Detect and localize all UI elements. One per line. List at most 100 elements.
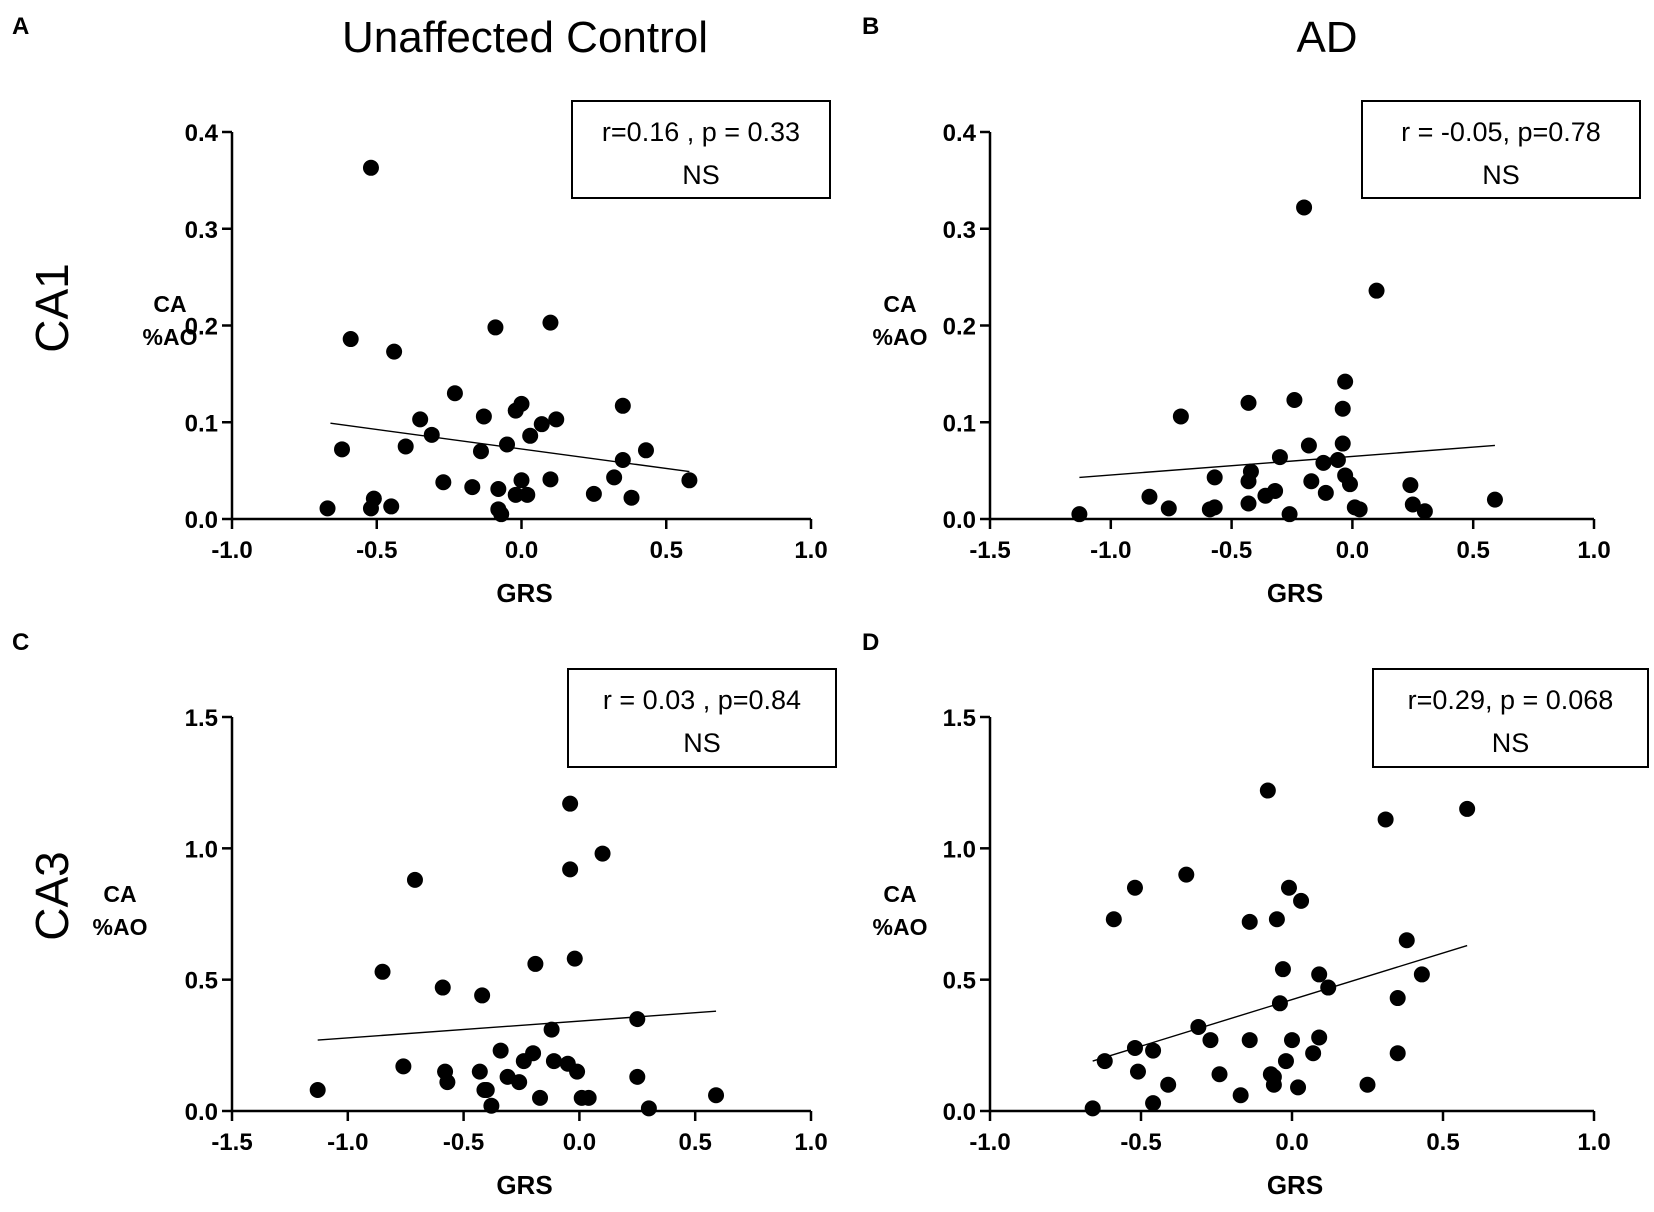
data-point (1206, 469, 1223, 486)
y-axis-label: CA (103, 881, 136, 907)
x-tick-label: -1.0 (327, 1129, 368, 1156)
data-point (519, 486, 536, 503)
data-point (562, 861, 579, 878)
data-point (1404, 496, 1421, 513)
data-point (629, 1011, 646, 1028)
data-point (1280, 879, 1297, 896)
data-point (542, 471, 559, 488)
x-tick-label: -1.5 (969, 537, 1010, 564)
stats-correlation: r=0.16 , p = 0.33 (602, 117, 800, 147)
data-point (1398, 932, 1415, 949)
data-point (1202, 1032, 1219, 1049)
data-point (1145, 1095, 1162, 1112)
x-tick-label: 0.0 (1275, 1129, 1308, 1156)
data-point (614, 451, 631, 468)
data-point (548, 411, 565, 428)
data-point (1172, 408, 1189, 425)
x-tick-label: -0.5 (443, 1129, 484, 1156)
data-point (1341, 476, 1358, 493)
data-point (1413, 966, 1430, 983)
data-point (513, 472, 530, 489)
y-tick-label: 1.0 (185, 836, 218, 863)
data-point (543, 1021, 560, 1038)
data-point (464, 479, 481, 496)
row-title-ca1: CA1 (26, 263, 78, 352)
regression-line (1079, 444, 1495, 479)
panel-letter-c: C (12, 629, 29, 656)
data-point (334, 441, 351, 458)
panel-b-ca1-ad: B -1.5 -1.0 -0.5 0.0 0.5 1.0 0.0 0.1 0.2 0.3 0.4 GR… (862, 13, 1641, 608)
data-point (637, 442, 654, 459)
x-tick-label: -1.0 (969, 1129, 1010, 1156)
stats-box (1361, 100, 1641, 199)
data-point (1126, 1039, 1143, 1056)
data-point (640, 1100, 657, 1117)
data-point (681, 472, 698, 489)
data-point (545, 1053, 562, 1070)
data-point (507, 486, 524, 503)
y-axis-label: CA (883, 291, 916, 317)
data-point (499, 436, 516, 453)
data-point (439, 1074, 456, 1091)
data-point (1286, 391, 1303, 408)
data-point (1389, 990, 1406, 1007)
column-title-control: Unaffected Control (342, 13, 708, 62)
y-axis-label: %AO (93, 914, 148, 940)
regression-line (317, 1010, 717, 1041)
y-tick-label: 0.5 (185, 968, 218, 995)
y-tick-label: 0.1 (943, 410, 976, 437)
stats-correlation: r = 0.03 , p=0.84 (603, 685, 801, 715)
data-point (614, 397, 631, 414)
data-point (1160, 500, 1177, 517)
data-point (580, 1089, 597, 1106)
y-tick-label: 0.3 (185, 217, 218, 244)
y-axis-label: %AO (143, 324, 198, 350)
stats-correlation: r=0.29, p = 0.068 (1408, 685, 1614, 715)
data-point (1145, 1042, 1162, 1059)
data-point (362, 500, 379, 517)
x-tick-label: -0.5 (1120, 1129, 1161, 1156)
y-axis-label: CA (153, 291, 186, 317)
data-point (434, 979, 451, 996)
data-point (1320, 979, 1337, 996)
data-point (395, 1058, 412, 1075)
y-tick-label: 0.4 (943, 120, 977, 147)
data-point (1334, 435, 1351, 452)
x-tick-label: 0.5 (679, 1129, 712, 1156)
data-point (527, 955, 544, 972)
x-axis-label: GRS (1267, 1170, 1323, 1200)
data-point (412, 411, 429, 428)
x-tick-label: -1.0 (1090, 537, 1131, 564)
data-point (362, 159, 379, 176)
data-point (1096, 1053, 1113, 1070)
data-point (1315, 454, 1332, 471)
y-tick-label: 0.2 (943, 314, 976, 341)
x-tick-label: 1.0 (794, 537, 827, 564)
data-point (1160, 1076, 1177, 1093)
stats-correlation: r = -0.05, p=0.78 (1401, 117, 1601, 147)
data-point (1377, 811, 1394, 828)
x-tick-label: -1.0 (211, 537, 252, 564)
data-point (1084, 1100, 1101, 1117)
data-point (487, 319, 504, 336)
data-point (507, 402, 524, 419)
panel-letter-b: B (862, 13, 879, 40)
data-point (1141, 488, 1158, 505)
x-tick-label: -1.5 (211, 1129, 252, 1156)
column-title-ad: AD (1296, 13, 1357, 62)
y-tick-label: 0.0 (943, 507, 976, 534)
y-tick-label: 0.1 (185, 410, 218, 437)
stats-significance: NS (683, 728, 721, 758)
x-axis-label: GRS (496, 1170, 552, 1200)
data-point (1274, 961, 1291, 978)
data-point (1303, 473, 1320, 490)
x-tick-label: 1.0 (1577, 537, 1610, 564)
data-point (1281, 506, 1298, 523)
stats-box (567, 668, 837, 768)
y-tick-label: 0.0 (185, 507, 218, 534)
data-point (1402, 477, 1419, 494)
data-point (562, 795, 579, 812)
data-point (472, 443, 489, 460)
x-tick-label: 0.5 (650, 537, 683, 564)
x-tick-label: 0.0 (1336, 537, 1369, 564)
